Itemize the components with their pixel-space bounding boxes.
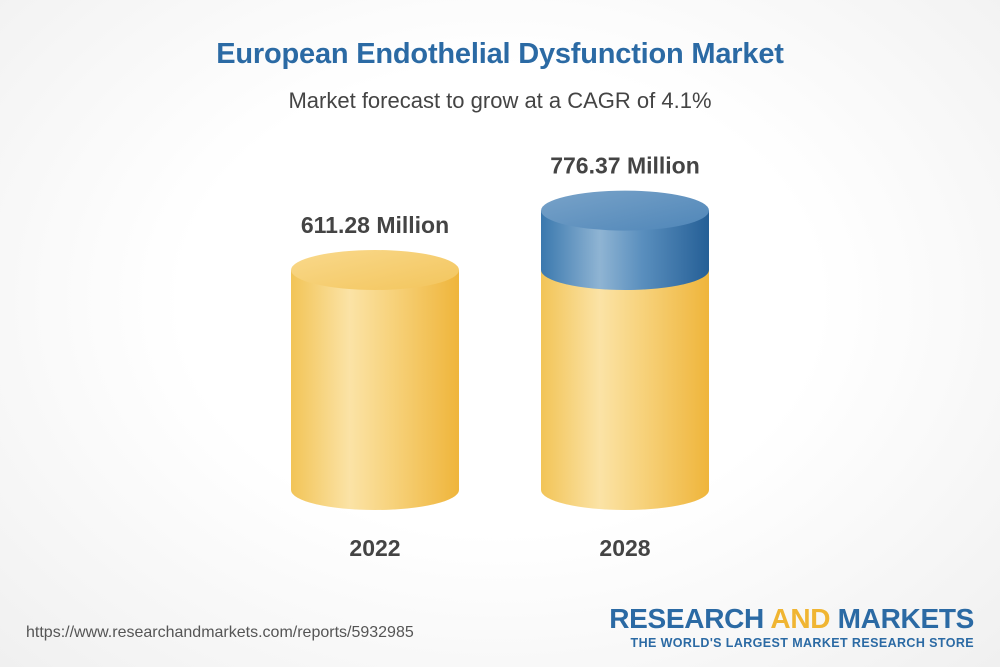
category-label-2022: 2022: [349, 535, 400, 561]
category-label-2028: 2028: [599, 535, 650, 561]
chart-subtitle: Market forecast to grow at a CAGR of 4.1…: [288, 88, 712, 113]
brand-word-and: AND: [770, 603, 831, 634]
bar-body-2022: [291, 270, 459, 510]
value-label-2022: 611.28 Million: [301, 212, 449, 238]
bar-growth-2028: [541, 210, 709, 290]
bar-top-2022: [291, 250, 459, 290]
value-label-2028: 776.37 Million: [550, 153, 700, 179]
bar-body-2028: [541, 270, 709, 510]
brand-logo: RESEARCH AND MARKETS THE WORLD'S LARGEST…: [609, 603, 975, 651]
report-url[interactable]: https://www.researchandmarkets.com/repor…: [26, 624, 414, 641]
bar-top-2028: [541, 190, 709, 231]
chart-title: European Endothelial Dysfunction Market: [216, 38, 784, 70]
brand-word-research: RESEARCH: [609, 603, 764, 634]
brand-word-markets: MARKETS: [837, 603, 975, 634]
brand-tagline: THE WORLD'S LARGEST MARKET RESEARCH STOR…: [630, 636, 974, 650]
